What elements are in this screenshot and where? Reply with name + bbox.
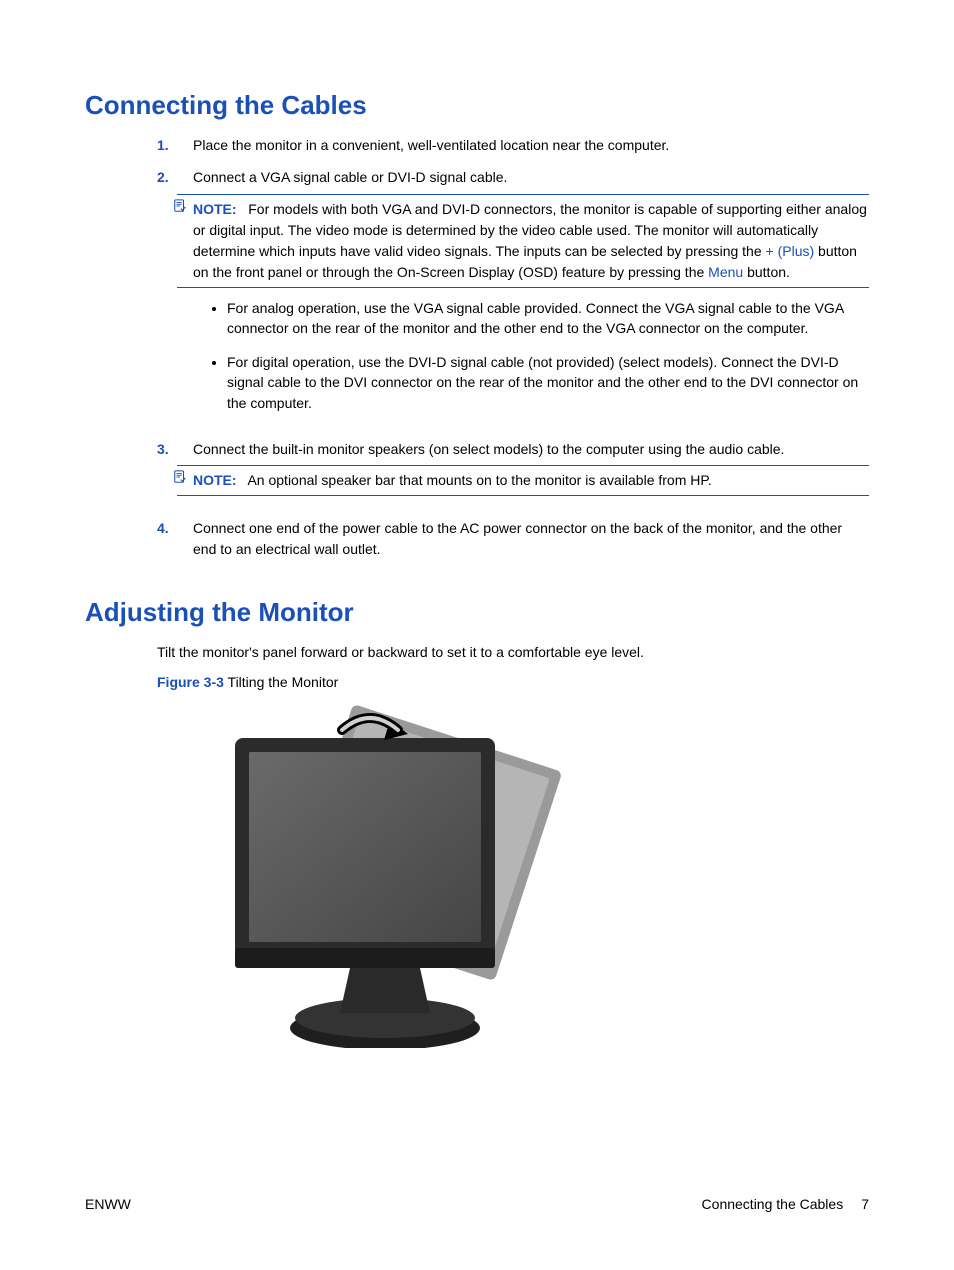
steps-list: 1. Place the monitor in a convenient, we… (157, 135, 869, 571)
footer-page-number: 7 (861, 1196, 869, 1212)
figure-number: Figure 3-3 (157, 674, 224, 690)
bullet-analog: For analog operation, use the VGA signal… (227, 298, 869, 339)
plus-button-ref: + (Plus) (766, 243, 815, 259)
note-icon (173, 199, 187, 213)
document-page: Connecting the Cables 1. Place the monit… (0, 0, 954, 1048)
section2-intro: Tilt the monitor's panel forward or back… (157, 642, 869, 662)
step-text: Connect the built-in monitor speakers (o… (193, 441, 784, 457)
step-number: 2. (157, 167, 169, 187)
step-text: Place the monitor in a convenient, well-… (193, 137, 669, 153)
figure-monitor-tilt (195, 698, 869, 1048)
note-label: NOTE: (193, 201, 237, 217)
step-3: 3. Connect the built-in monitor speakers… (157, 439, 869, 518)
step-number: 4. (157, 518, 169, 538)
step-1: 1. Place the monitor in a convenient, we… (157, 135, 869, 167)
note-box: NOTE: For models with both VGA and DVI-D… (177, 194, 869, 288)
step-number: 3. (157, 439, 169, 459)
step-2: 2. Connect a VGA signal cable or DVI-D s… (157, 167, 869, 439)
note-label: NOTE: (193, 472, 237, 488)
footer-section-name: Connecting the Cables (702, 1196, 844, 1212)
page-footer: ENWW Connecting the Cables 7 (0, 1196, 954, 1212)
step-4: 4. Connect one end of the power cable to… (157, 518, 869, 571)
step-text: Connect a VGA signal cable or DVI-D sign… (193, 169, 507, 185)
figure-label: Figure 3-3 Tilting the Monitor (157, 674, 869, 690)
footer-left: ENWW (85, 1196, 131, 1212)
note-text-post: button. (743, 264, 790, 280)
step-text: Connect one end of the power cable to th… (193, 520, 842, 556)
step-number: 1. (157, 135, 169, 155)
note-text: An optional speaker bar that mounts on t… (247, 472, 711, 488)
sub-bullets: For analog operation, use the VGA signal… (193, 298, 869, 413)
section-heading-connecting: Connecting the Cables (85, 90, 869, 121)
note-box: NOTE: An optional speaker bar that mount… (177, 465, 869, 496)
section-heading-adjusting: Adjusting the Monitor (85, 597, 869, 628)
bullet-digital: For digital operation, use the DVI-D sig… (227, 352, 869, 413)
note-icon (173, 470, 187, 484)
figure-caption: Tilting the Monitor (224, 674, 338, 690)
menu-button-ref: Menu (708, 264, 743, 280)
